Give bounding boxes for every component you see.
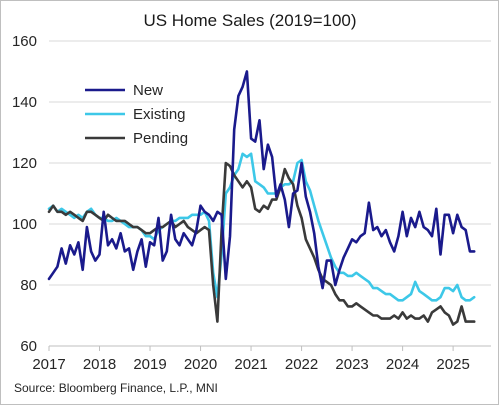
source-note: Source: Bloomberg Finance, L.P., MNI: [14, 381, 218, 395]
y-tick-label: 80: [20, 277, 37, 294]
legend-label-new: New: [133, 82, 163, 99]
y-tick-label: 60: [20, 338, 37, 355]
y-tick-label: 120: [12, 155, 37, 172]
x-tick-label: 2018: [83, 356, 116, 373]
legend-label-existing: Existing: [133, 106, 186, 123]
x-tick-label: 2022: [285, 356, 318, 373]
chart-title: US Home Sales (2019=100): [143, 11, 356, 30]
x-axis-ticks: 2017 2018 2019 2020 2021 2022 2023 2024 2025: [32, 346, 470, 373]
series-line-pending: [47, 161, 476, 326]
x-tick-label: 2019: [133, 356, 166, 373]
x-tick-label: 2020: [184, 356, 217, 373]
series-line-existing: [47, 152, 476, 302]
series-lines: [47, 70, 476, 326]
x-tick-label: 2025: [436, 356, 469, 373]
y-axis-ticks: 60 80 100 120 140 160: [12, 33, 37, 355]
x-tick-label: 2024: [386, 356, 419, 373]
x-tick-label: 2023: [335, 356, 368, 373]
legend: New Existing Pending: [85, 82, 188, 147]
x-tick-label: 2021: [234, 356, 267, 373]
legend-label-pending: Pending: [133, 130, 188, 147]
y-tick-label: 100: [12, 216, 37, 233]
series-line-new: [47, 70, 476, 290]
y-tick-label: 160: [12, 33, 37, 50]
y-tick-label: 140: [12, 94, 37, 111]
x-tick-label: 2017: [32, 356, 65, 373]
